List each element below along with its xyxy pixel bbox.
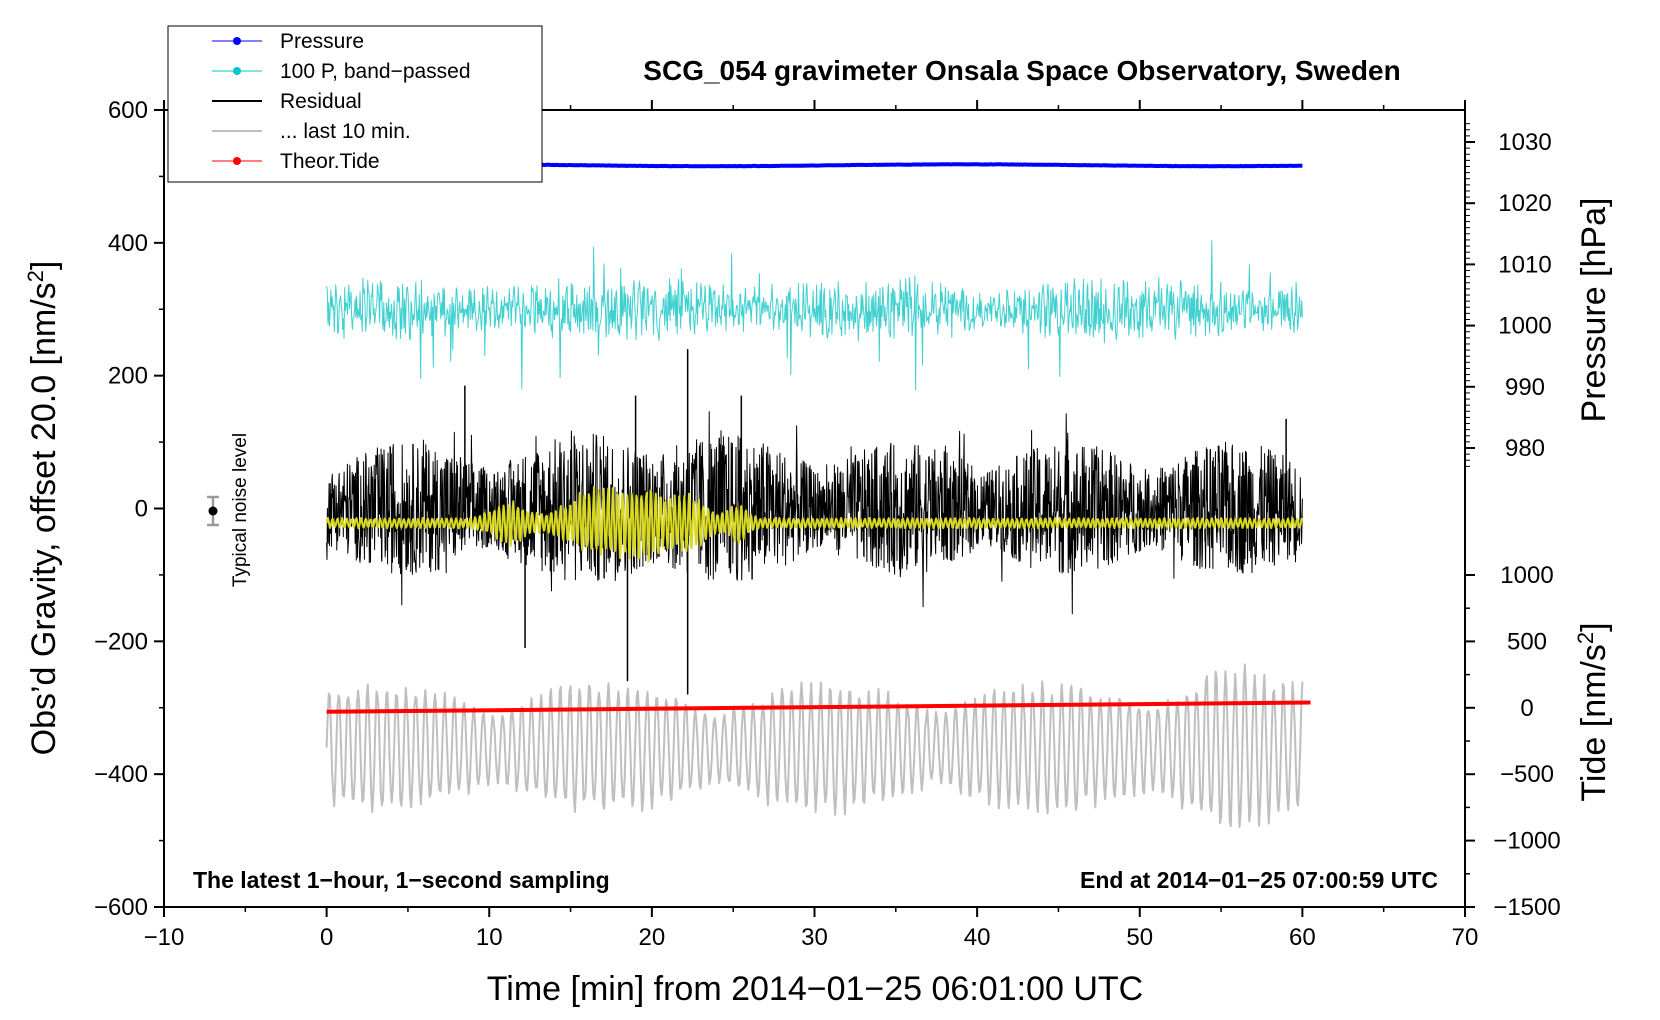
y-left-tick-label: 400 <box>108 230 148 257</box>
tide-tick-label: 1000 <box>1500 562 1553 589</box>
legend-item: Residual <box>212 90 362 113</box>
y-axis-tide-title-close: ] <box>1575 622 1613 631</box>
pressure-tick-label: 1000 <box>1498 313 1551 340</box>
x-tick-label: 10 <box>476 924 503 951</box>
tide-tick-label: −500 <box>1500 761 1554 788</box>
series-last-10-min-line <box>325 663 1304 828</box>
axes-layer: −10 0 10 20 30 40 50 60 706004002000−200−400−600… <box>94 97 1561 951</box>
x-tick-label: 60 <box>1289 924 1316 951</box>
x-tick-label: 50 <box>1126 924 1153 951</box>
y-left-tick-label: −400 <box>94 761 148 788</box>
x-tick-label: 0 <box>320 924 333 951</box>
noise-level-label: Typical noise level <box>230 433 251 587</box>
legend-marker <box>233 37 241 45</box>
pressure-tick-label: 990 <box>1505 374 1545 401</box>
y-left-tick-label: −200 <box>94 628 148 655</box>
x-tick-label: 70 <box>1452 924 1479 951</box>
y-axis-pressure-title: Pressure [hPa] <box>1575 198 1613 423</box>
tide-tick-label: 500 <box>1507 628 1547 655</box>
tide-tick-label: −1500 <box>1493 894 1560 921</box>
legend-label: Pressure <box>280 30 364 53</box>
legend-item: 100 P, band−passed <box>212 60 471 83</box>
legend-label: Residual <box>280 90 362 113</box>
annotation-left: The latest 1−hour, 1−second sampling <box>193 867 610 893</box>
pressure-tick-label: 1010 <box>1498 251 1551 278</box>
tide-tick-label: 0 <box>1520 695 1533 722</box>
series-tide-line <box>326 700 1311 714</box>
y-axis-tide-title-main: Tide [nm/s <box>1575 644 1613 801</box>
x-tick-label: −10 <box>144 924 185 951</box>
x-tick-label: 20 <box>639 924 666 951</box>
legend-item: Theor.Tide <box>212 150 380 173</box>
legend-label: ... last 10 min. <box>280 120 411 143</box>
y-axis-left-title-main: Obs’d Gravity, offset 20.0 [nm/s <box>25 282 63 755</box>
annotation-right: End at 2014−01−25 07:00:59 UTC <box>1080 867 1438 893</box>
legend: Pressure 100 P, band−passed Residual ... la… <box>167 25 543 183</box>
legend-item: ... last 10 min. <box>212 120 411 143</box>
chart-title: SCG_054 gravimeter Onsala Space Observat… <box>643 55 1400 86</box>
y-axis-tide-title: Tide [nm/s2] <box>1573 622 1613 801</box>
noise-level-indicator: Typical noise level <box>207 433 251 587</box>
y-left-tick-label: 0 <box>135 496 148 523</box>
y-left-tick-label: −600 <box>94 894 148 921</box>
y-axis-tide-title-sup: 2 <box>1573 632 1598 644</box>
pressure-tick-label: 980 <box>1505 435 1545 462</box>
noise-point <box>208 506 218 516</box>
x-axis-title: Time [min] from 2014−01−25 06:01:00 UTC <box>487 970 1143 1008</box>
legend-label: Theor.Tide <box>280 150 380 173</box>
y-left-tick-label: 200 <box>108 363 148 390</box>
legend-marker <box>233 67 241 75</box>
x-tick-label: 30 <box>801 924 828 951</box>
pressure-tick-label: 1030 <box>1498 129 1551 156</box>
series-pressure-bandpassed-line <box>326 240 1303 391</box>
y-axis-left-title-sup: 2 <box>23 270 48 282</box>
legend-marker <box>233 157 241 165</box>
y-left-tick-label: 600 <box>108 97 148 124</box>
legend-label: 100 P, band−passed <box>280 60 471 83</box>
x-tick-label: 40 <box>964 924 991 951</box>
legend-box <box>167 25 543 183</box>
tide-tick-label: −1000 <box>1493 828 1560 855</box>
legend-item: Pressure <box>212 30 364 53</box>
series-layer <box>325 162 1311 828</box>
series-residual-smoothed-line <box>325 485 1304 563</box>
y-axis-left-title: Obs’d Gravity, offset 20.0 [nm/s2] <box>23 261 63 756</box>
y-axis-left-title-close: ] <box>25 261 63 270</box>
pressure-tick-label: 1020 <box>1498 190 1551 217</box>
